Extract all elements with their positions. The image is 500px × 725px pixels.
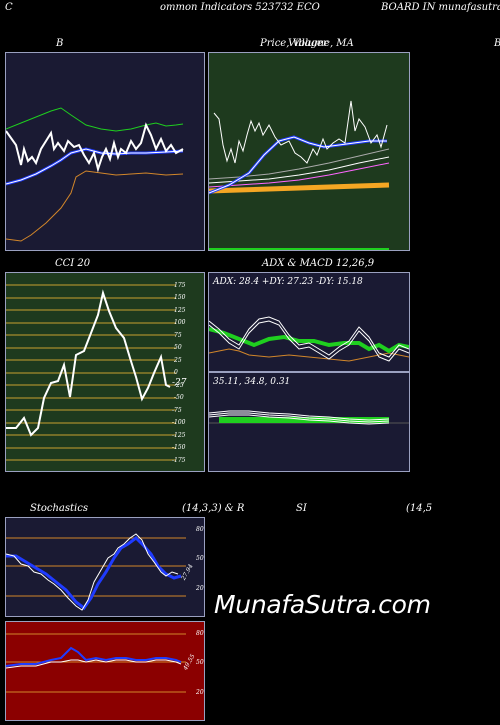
cci-tick: 175: [174, 282, 186, 289]
cci-tick: -175: [172, 457, 186, 464]
header-title: ommon Indicators 523732 ECO: [160, 2, 320, 13]
cci-tick: -25: [174, 382, 184, 389]
adx-lines: [208, 316, 410, 362]
header-site: BOARD IN munafasutra.in: [381, 2, 500, 13]
header-left: C: [5, 2, 13, 13]
cci-tick: 75: [174, 332, 182, 339]
adx-chart: ADX: 28.4 +DY: 27.23 -DY: 15.18: [208, 272, 410, 372]
price-lines: [208, 100, 390, 250]
macd-chart: 35.11, 34.8, 0.31: [208, 372, 410, 472]
stoch-tick: 50: [196, 555, 204, 562]
rsi-params: (14,5: [406, 503, 433, 514]
rsi-title: SI: [296, 503, 307, 514]
cci-tick: 0: [174, 369, 178, 376]
macd-lines: [208, 410, 409, 425]
cci-chart: 175 150 125 100 75 50 25 0 -25 -50 -75 -…: [5, 272, 205, 472]
stoch-tick: 20: [196, 585, 204, 592]
rsi-chart: 80 50 20 49.55: [5, 621, 205, 721]
cci-tick: 150: [174, 294, 186, 301]
rsi-lines: [5, 633, 186, 693]
cci-tick: -100: [172, 419, 186, 426]
bollinger-chart: [5, 52, 205, 251]
adx-values: ADX: 28.4 +DY: 27.23 -DY: 15.18: [213, 277, 363, 287]
cci-value-label: -27: [172, 378, 187, 388]
adx-title: ADX & MACD 12,26,9: [262, 258, 375, 269]
stoch-tick: 80: [196, 526, 204, 533]
stoch-chart: 80 50 20 27.94: [5, 517, 205, 617]
bollinger-title: B: [56, 38, 64, 49]
cci-tick: 50: [174, 344, 182, 351]
bollinger-lines: [5, 107, 184, 242]
rsi-tick: 50: [196, 659, 204, 666]
rsi-tick: 20: [196, 689, 204, 696]
cci-tick: -75: [172, 407, 182, 414]
cci-tick: -125: [172, 432, 186, 439]
stoch-lines: [5, 533, 186, 611]
stoch-title: Stochastics: [30, 503, 88, 514]
cci-tick: 25: [174, 357, 182, 364]
macd-values: 35.11, 34.8, 0.31: [213, 377, 291, 387]
price-title: Price, Volume, MA: [260, 38, 354, 49]
cci-lines: [6, 284, 176, 461]
watermark: MunafaSutra.com: [214, 590, 431, 619]
cci-tick: -150: [172, 444, 186, 451]
cci-title: CCI 20: [55, 258, 91, 269]
cci-tick: -50: [174, 394, 184, 401]
price-chart: [208, 52, 410, 251]
rsi-tick: 80: [196, 630, 204, 637]
cci-tick: 125: [174, 307, 186, 314]
stoch-params: (14,3,3) & R: [182, 503, 245, 514]
price-overlay-title: Villager: [288, 38, 328, 49]
cci-tick: 100: [174, 319, 186, 326]
price-right-letter: B: [494, 38, 500, 49]
